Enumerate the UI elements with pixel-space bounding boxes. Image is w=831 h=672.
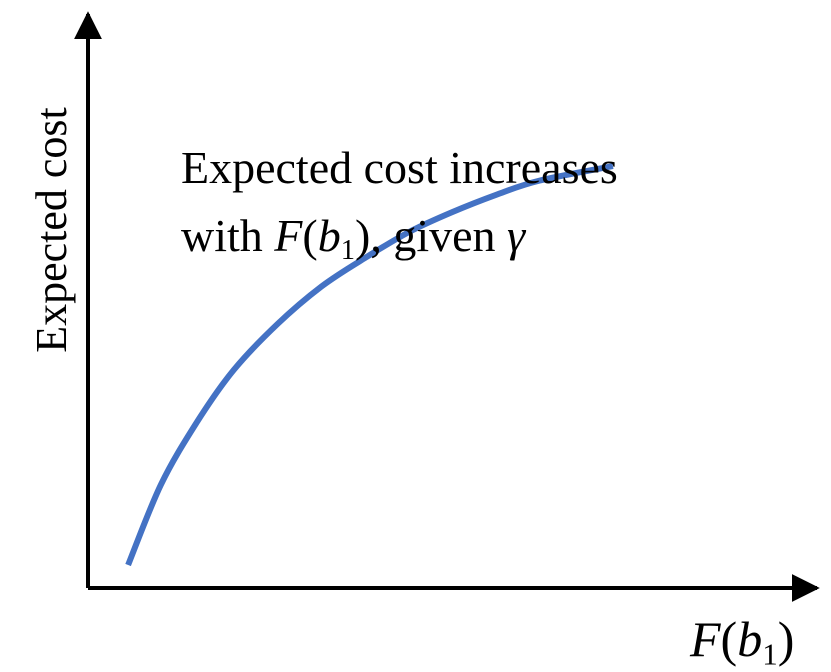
x-axis-label-var: b xyxy=(737,611,763,667)
expected-cost-curve xyxy=(125,163,614,567)
annotation-func: F xyxy=(274,210,303,261)
annotation-line-1: Expected cost increases xyxy=(181,142,618,193)
annotation-close-paren: ) xyxy=(354,210,371,261)
x-axis-label-subscript: 1 xyxy=(762,636,778,672)
x-axis-label-func: F xyxy=(690,611,721,667)
annotation-prefix: with xyxy=(181,210,275,261)
x-axis-label-open-paren: ( xyxy=(720,611,738,667)
x-axis-label-close-paren: ) xyxy=(777,611,795,667)
annotation-mid: , given xyxy=(370,210,508,261)
annotation-line-2: with F(b1), given γ xyxy=(181,213,525,266)
y-axis-label: Expected cost xyxy=(27,107,76,353)
gamma-symbol: γ xyxy=(507,210,526,261)
annotation-var: b xyxy=(317,210,341,261)
annotation-subscript: 1 xyxy=(340,234,355,266)
x-axis-label: F(b1) xyxy=(690,614,794,670)
annotation-open-paren: ( xyxy=(302,210,318,261)
